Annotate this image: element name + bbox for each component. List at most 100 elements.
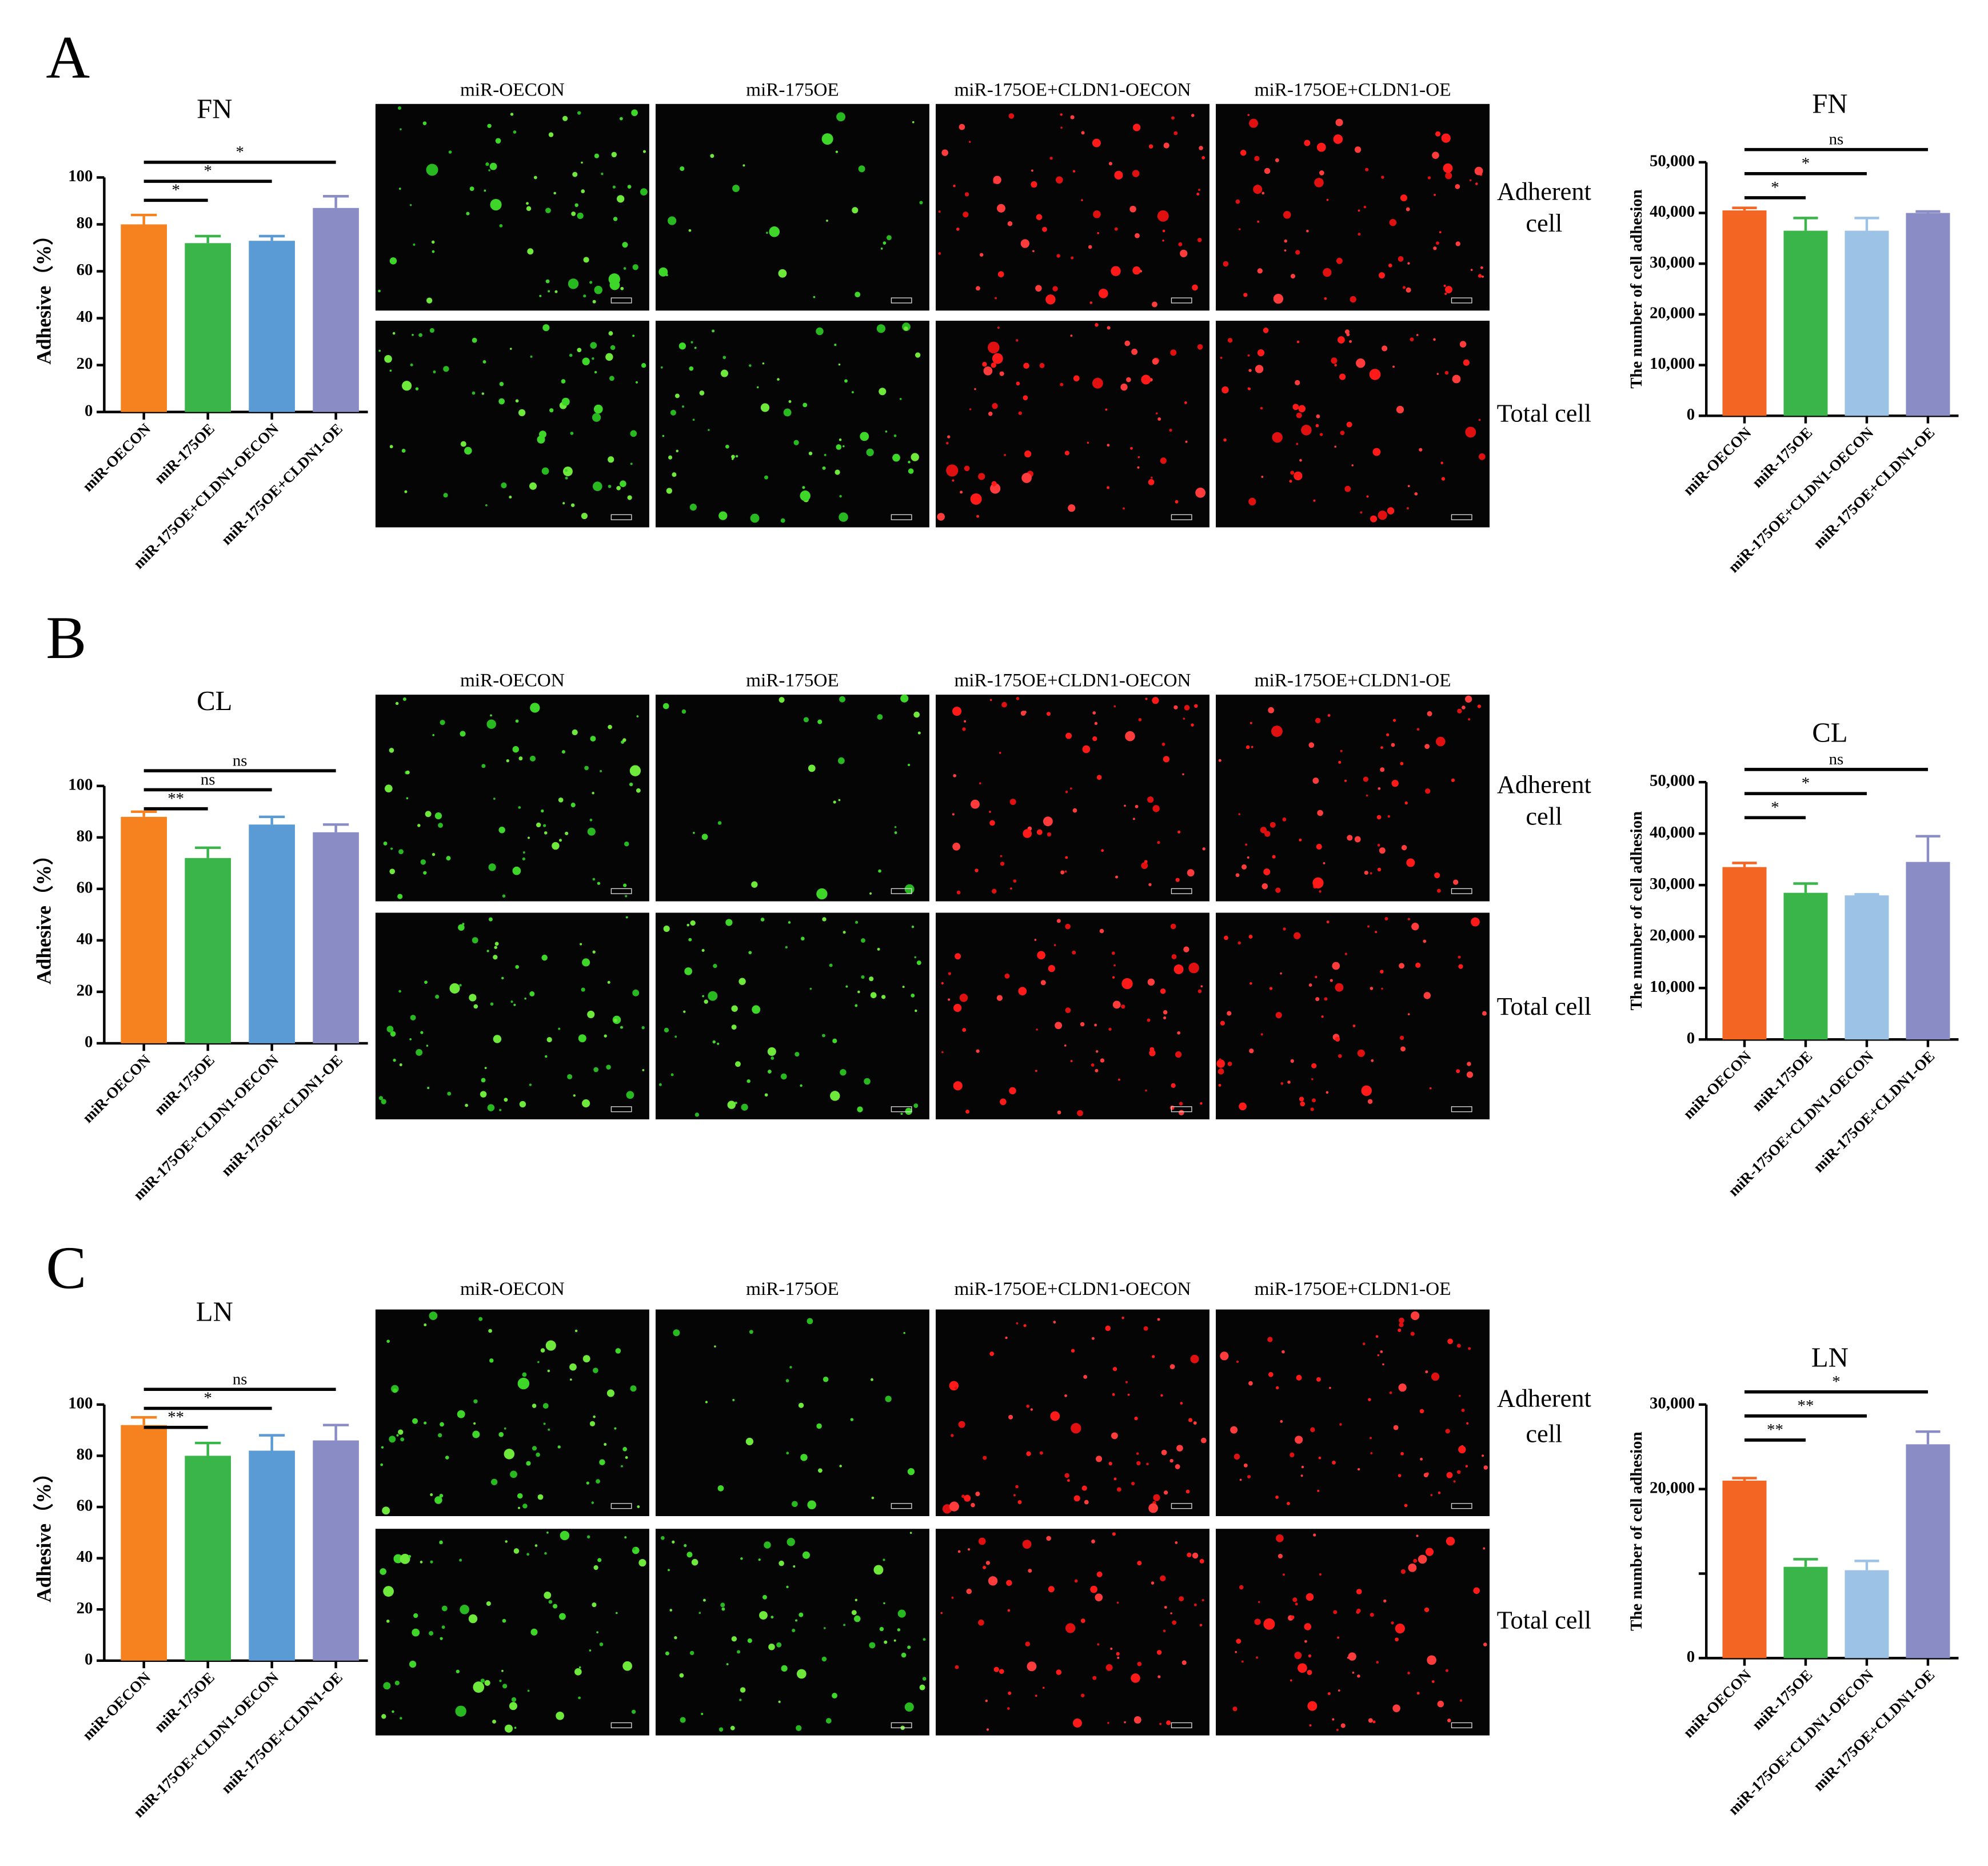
- cell-spot: [1370, 1437, 1372, 1440]
- cell-spot: [1360, 511, 1363, 514]
- cell-spot: [1100, 1058, 1105, 1063]
- cell-spot: [900, 694, 909, 703]
- cell-spot: [853, 1615, 861, 1622]
- cell-spot: [1160, 457, 1167, 464]
- cell-spot: [1070, 1060, 1073, 1062]
- cell-spot: [1072, 808, 1077, 813]
- cell-spot: [1380, 970, 1384, 974]
- cell-spot: [486, 1601, 491, 1606]
- cell-spot: [1036, 829, 1043, 835]
- cell-spot: [1241, 864, 1247, 870]
- cell-spot: [1132, 170, 1140, 177]
- cell-spot: [1331, 357, 1338, 364]
- cell-spot: [740, 1557, 743, 1560]
- cell-spot: [641, 1026, 645, 1030]
- cell-spot: [897, 1628, 901, 1632]
- bar: [1783, 230, 1828, 416]
- cell-spot: [1401, 844, 1407, 851]
- cell-spot: [712, 329, 715, 333]
- cell-spot: [665, 1651, 669, 1656]
- cell-spot: [582, 1099, 590, 1108]
- cell-spot: [1434, 872, 1440, 879]
- cell-spot: [991, 362, 996, 368]
- cell-spot: [1312, 877, 1324, 888]
- cell-spot: [1379, 847, 1386, 854]
- cell-spot: [517, 1493, 523, 1499]
- cell-spot: [802, 486, 805, 489]
- cell-spot: [412, 1628, 420, 1637]
- cell-spot: [1423, 992, 1431, 999]
- cell-spot: [1404, 801, 1408, 805]
- cell-spot: [835, 150, 839, 153]
- cell-spot: [631, 1709, 636, 1714]
- cell-spot: [975, 1492, 980, 1497]
- micrograph: [936, 321, 1209, 528]
- cell-spot: [999, 1669, 1004, 1674]
- cell-spot: [1395, 1637, 1399, 1642]
- cell-spot: [965, 1109, 970, 1114]
- cell-spot: [917, 731, 921, 735]
- cell-spot: [785, 946, 788, 949]
- cell-spot: [604, 1442, 607, 1446]
- cell-spot: [1004, 973, 1010, 979]
- cell-spot: [1069, 787, 1072, 790]
- cell-spot: [485, 504, 488, 507]
- cell-spot: [425, 811, 432, 818]
- cell-spot: [813, 296, 816, 298]
- cell-spot: [1141, 862, 1148, 870]
- cell-spot: [1169, 1105, 1175, 1110]
- cell-spot: [1009, 799, 1016, 806]
- cell-spot: [513, 130, 517, 134]
- cell-spot: [1387, 815, 1391, 818]
- cell-spot: [873, 1565, 884, 1575]
- cell-spot: [1283, 211, 1291, 219]
- cell-spot: [787, 1538, 795, 1546]
- cell-spot: [392, 332, 396, 335]
- cell-spot: [1175, 1051, 1182, 1058]
- cell-spot: [584, 765, 589, 771]
- cell-spot: [1111, 266, 1121, 276]
- cell-spot: [1094, 1023, 1097, 1027]
- cell-spot: [1391, 743, 1395, 747]
- cell-spot: [545, 1055, 548, 1058]
- y-tick-label: 40: [77, 930, 93, 948]
- cell-spot: [768, 1643, 775, 1650]
- cell-spot: [1308, 983, 1312, 987]
- cell-spot: [1272, 432, 1283, 443]
- cell-spot: [1283, 927, 1286, 931]
- cell-spot: [630, 1385, 637, 1392]
- cell-spot: [1185, 1489, 1190, 1494]
- cell-spot: [1369, 369, 1381, 380]
- cell-spot: [823, 1627, 826, 1629]
- cell-spot: [1175, 500, 1179, 504]
- cell-spot: [1398, 256, 1404, 262]
- cell-spot: [689, 503, 697, 511]
- cell-spot: [1406, 207, 1410, 212]
- cell-spot: [1292, 1597, 1298, 1602]
- cell-spot: [1296, 412, 1302, 418]
- cell-spot: [1095, 1593, 1103, 1601]
- cell-spot: [1466, 1071, 1474, 1078]
- cell-spot: [1388, 264, 1392, 268]
- cell-spot: [486, 719, 496, 729]
- cell-spot: [613, 1019, 617, 1022]
- cell-spot: [394, 1680, 400, 1685]
- cell-spot: [701, 1712, 704, 1715]
- cell-spot: [434, 812, 442, 820]
- significance-label: **: [1798, 1397, 1814, 1415]
- cell-spot: [1340, 749, 1343, 752]
- cell-spot: [1243, 1463, 1248, 1468]
- cell-spot: [455, 1705, 466, 1717]
- cell-spot: [1116, 1652, 1120, 1656]
- cell-spot: [1183, 946, 1189, 952]
- cell-spot: [971, 799, 980, 809]
- cell-spot: [1296, 340, 1300, 344]
- cell-spot: [835, 469, 840, 475]
- cell-spot: [473, 1399, 478, 1404]
- cell-spot: [1121, 978, 1133, 990]
- cell-spot: [504, 1098, 508, 1102]
- cell-spot: [397, 894, 403, 899]
- cell-spot: [725, 919, 733, 926]
- cell-spot: [969, 408, 972, 410]
- cell-spot: [432, 852, 436, 856]
